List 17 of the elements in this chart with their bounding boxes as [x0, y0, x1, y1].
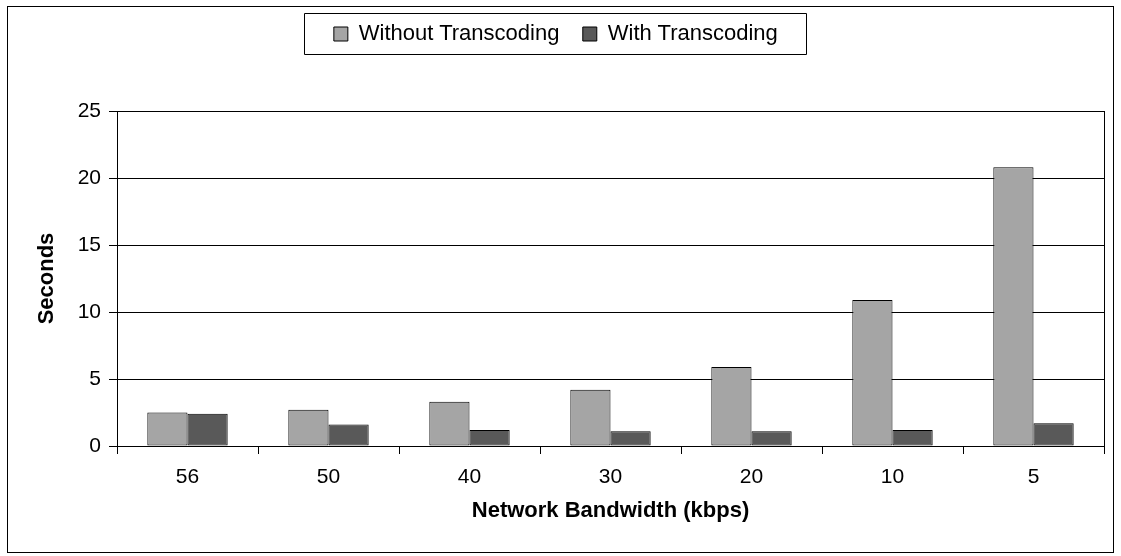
x-tick-label: 5 — [1027, 464, 1040, 488]
y-tick-label: 10 — [77, 298, 101, 322]
x-tick-label: 40 — [457, 464, 482, 488]
y-tick-label: 0 — [89, 432, 101, 456]
y-tick-label: 15 — [77, 231, 101, 255]
y-tick-label: 25 — [77, 97, 101, 121]
x-axis-title: Network Bandwidth (kbps) — [471, 496, 750, 522]
x-tick-label: 30 — [598, 464, 623, 488]
y-axis-title: Seconds — [33, 232, 59, 325]
x-tick-label: 50 — [316, 464, 341, 488]
x-tick-label: 56 — [175, 464, 200, 488]
x-tick-label: 10 — [880, 464, 905, 488]
y-tick-label: 5 — [89, 365, 101, 389]
legend-label: With Transcoding — [607, 20, 778, 46]
y-tick-label: 20 — [77, 164, 101, 188]
x-tick-label: 20 — [739, 464, 764, 488]
legend-label: Without Transcoding — [358, 20, 560, 46]
